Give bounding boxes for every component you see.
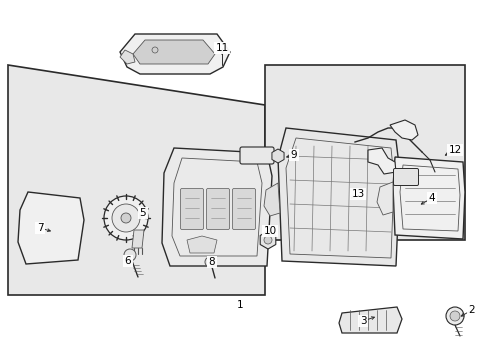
Polygon shape bbox=[271, 149, 284, 163]
Polygon shape bbox=[120, 34, 229, 74]
Polygon shape bbox=[338, 307, 401, 333]
Text: 2: 2 bbox=[468, 305, 474, 315]
Text: 5: 5 bbox=[140, 208, 146, 218]
Polygon shape bbox=[367, 148, 395, 174]
FancyBboxPatch shape bbox=[180, 189, 203, 230]
Circle shape bbox=[121, 213, 131, 223]
Text: 3: 3 bbox=[359, 316, 366, 326]
Text: 8: 8 bbox=[208, 257, 215, 267]
Circle shape bbox=[112, 204, 140, 232]
FancyBboxPatch shape bbox=[206, 189, 229, 230]
Polygon shape bbox=[278, 128, 399, 266]
Circle shape bbox=[152, 47, 158, 53]
Text: 9: 9 bbox=[290, 150, 297, 160]
Polygon shape bbox=[120, 50, 135, 64]
Circle shape bbox=[204, 257, 215, 267]
Polygon shape bbox=[376, 182, 392, 215]
Circle shape bbox=[445, 307, 463, 325]
Polygon shape bbox=[264, 65, 464, 240]
Polygon shape bbox=[8, 65, 264, 295]
Text: 4: 4 bbox=[428, 193, 434, 203]
Polygon shape bbox=[392, 157, 464, 239]
Polygon shape bbox=[389, 120, 417, 140]
Polygon shape bbox=[264, 183, 280, 216]
Polygon shape bbox=[132, 230, 143, 248]
FancyBboxPatch shape bbox=[232, 189, 255, 230]
Text: 7: 7 bbox=[37, 223, 43, 233]
Circle shape bbox=[449, 311, 459, 321]
Text: 6: 6 bbox=[124, 256, 131, 266]
Text: 1: 1 bbox=[236, 300, 243, 310]
Polygon shape bbox=[186, 236, 217, 253]
Text: 12: 12 bbox=[447, 145, 461, 155]
Polygon shape bbox=[162, 148, 271, 266]
FancyBboxPatch shape bbox=[240, 147, 273, 164]
Polygon shape bbox=[260, 231, 275, 249]
FancyBboxPatch shape bbox=[393, 168, 418, 185]
Text: 13: 13 bbox=[351, 189, 364, 199]
Circle shape bbox=[124, 249, 136, 261]
Text: 10: 10 bbox=[263, 226, 276, 236]
Text: 11: 11 bbox=[215, 43, 228, 53]
Circle shape bbox=[264, 236, 271, 244]
Polygon shape bbox=[18, 192, 84, 264]
Circle shape bbox=[104, 196, 148, 240]
Polygon shape bbox=[133, 40, 215, 64]
